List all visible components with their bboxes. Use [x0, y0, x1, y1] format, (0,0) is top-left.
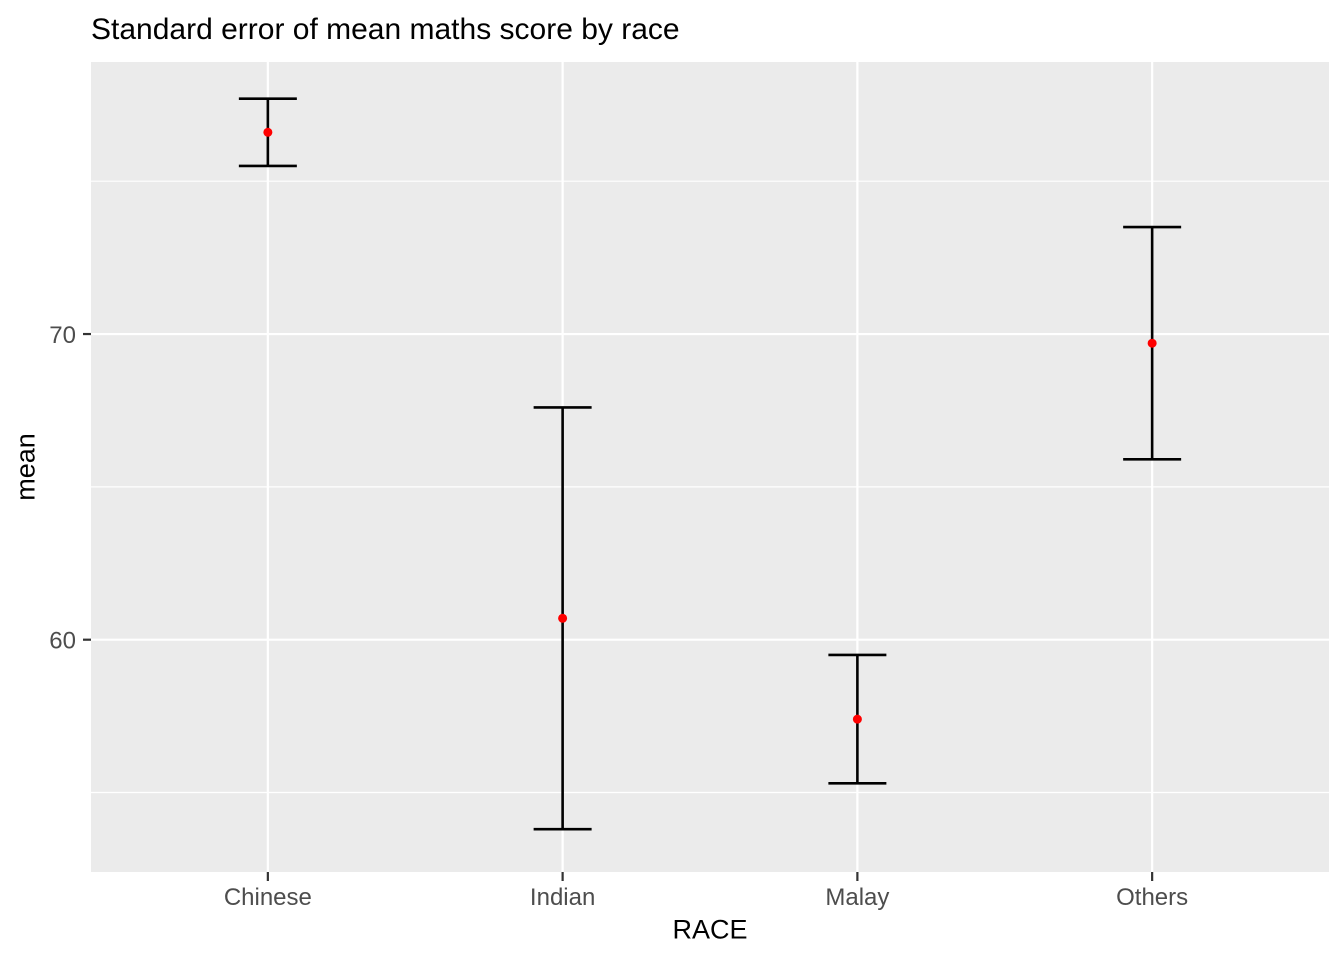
y-tick-label: 70 [49, 322, 76, 349]
x-tick-label: Chinese [224, 884, 312, 911]
y-axis-title: mean [10, 433, 41, 501]
data-point [558, 613, 568, 623]
x-tick-label: Malay [825, 884, 889, 911]
panel-background [91, 62, 1329, 872]
plot-title: Standard error of mean maths score by ra… [91, 13, 680, 46]
data-point [1147, 338, 1157, 348]
x-tick-label: Others [1116, 884, 1188, 911]
data-point [263, 127, 273, 137]
data-point [852, 714, 862, 724]
y-tick-label: 60 [49, 628, 76, 655]
x-axis-title: RACE [672, 914, 748, 945]
x-tick-label: Indian [530, 884, 595, 911]
